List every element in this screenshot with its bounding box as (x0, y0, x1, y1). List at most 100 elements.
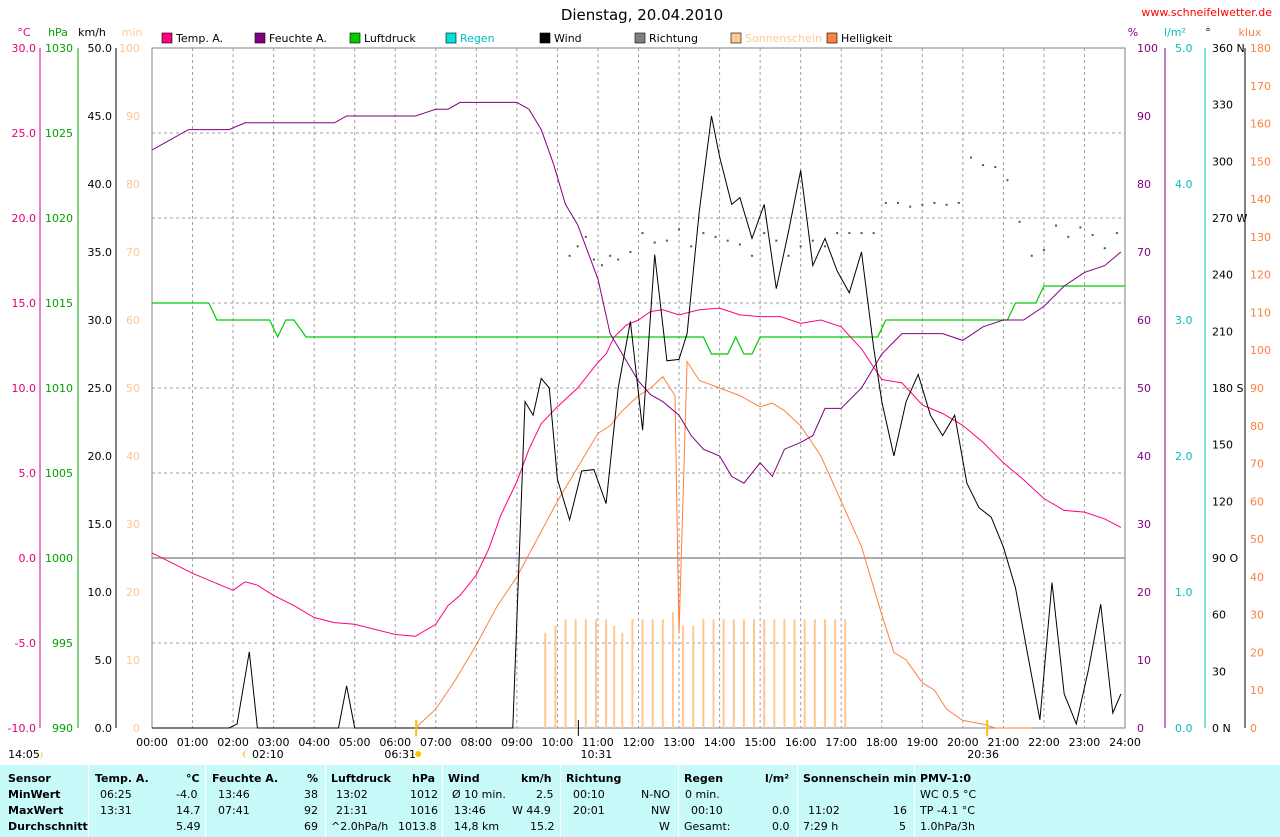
sunrise-time: 06:31 (384, 748, 416, 761)
x-tick-label: 02:00 (217, 736, 249, 749)
tick-wind: 10.0 (88, 586, 113, 599)
source-link[interactable]: www.schneifelwetter.de (1141, 6, 1272, 19)
direction-dot (787, 254, 790, 257)
direction-dot (678, 228, 681, 231)
axis-unit-dir: ° (1205, 26, 1211, 39)
direction-dot (933, 201, 936, 204)
tick-press: 1015 (45, 297, 73, 310)
legend-swatch-lux (826, 32, 838, 44)
legend-swatch-hum (254, 32, 266, 44)
tick-lux: 30 (1250, 609, 1264, 622)
tick-wind: 30.0 (88, 314, 113, 327)
tick-press: 1020 (45, 212, 73, 225)
stats-sun-total: 7:29 h (803, 820, 839, 833)
tick-lux: 20 (1250, 646, 1264, 659)
stats-press-header: Luftdruck (331, 772, 391, 785)
statistics-panel: Sensor Temp. A. °C Feuchte A. % Luftdruc… (0, 765, 1280, 837)
x-tick-label: 21:00 (988, 736, 1020, 749)
direction-dot (568, 254, 571, 257)
direction-dot (823, 245, 826, 248)
moonrise-time: 14:05 (8, 748, 40, 761)
x-tick-label: 08:00 (460, 736, 492, 749)
axis-units: °C hPa km/h min% l/m² ° klux (17, 26, 1262, 39)
direction-dot (702, 232, 705, 235)
direction-dot (1103, 247, 1106, 250)
direction-dot (609, 254, 612, 257)
legend-swatch-sun (730, 32, 742, 44)
stats-dir-header: Richtung (566, 772, 622, 785)
direction-dot (592, 258, 595, 261)
direction-dot (1115, 232, 1118, 235)
tick-hum: 90 (1137, 110, 1151, 123)
solar-noon-time: 10:31 (581, 748, 613, 761)
tick-hum: 40 (1137, 450, 1151, 463)
tick-sunmin: 70 (126, 246, 140, 259)
stats-press-unit: hPa (412, 772, 436, 785)
tick-lux: 120 (1250, 269, 1271, 282)
direction-dot (896, 201, 899, 204)
tick-sunmin: 80 (126, 178, 140, 191)
moon-icon (40, 751, 43, 759)
tick-sunmin: 0 (133, 722, 140, 735)
left-axes: 30.025.020.015.010.05.00.0-5.0-10.010301… (8, 42, 140, 735)
tick-temp: 30.0 (12, 42, 37, 55)
stats-avg-wind-distance: 14,8 km (454, 820, 500, 833)
tick-dir: 60 (1212, 609, 1226, 622)
direction-dot (1006, 179, 1009, 182)
series-press-line (152, 285, 1125, 355)
direction-dot (1055, 224, 1058, 227)
tick-wind: 20.0 (88, 450, 113, 463)
sunset-time: 20:36 (967, 748, 999, 761)
direction-dot (872, 232, 875, 235)
tick-wind: 45.0 (88, 110, 113, 123)
axis-unit-press: hPa (48, 26, 68, 39)
chart-title: Dienstag, 20.04.2010 (561, 6, 723, 24)
sun-icon (415, 751, 422, 757)
stats-max-dir-time: 20:01 (573, 804, 605, 817)
tick-temp: 5.0 (19, 467, 37, 480)
x-tick-label: 11:00 (582, 736, 614, 749)
tick-wind: 0.0 (95, 722, 113, 735)
tick-lux: 180 (1250, 42, 1271, 55)
series-temp-line (151, 307, 1122, 637)
tick-temp: 20.0 (12, 212, 37, 225)
direction-dot (584, 235, 587, 238)
tick-lux: 110 (1250, 306, 1271, 319)
legend-swatch-press (349, 32, 361, 44)
legend-label-lux: Helligkeit (841, 32, 893, 45)
stats-rain-unit: l/m² (765, 772, 790, 785)
tick-lux: 90 (1250, 382, 1264, 395)
tick-lux: 0 (1250, 722, 1257, 735)
legend-swatch-temp (161, 32, 173, 44)
legend-label-sun: Sonnenschein (745, 32, 822, 45)
series-layer (151, 101, 1125, 729)
tick-dir: 210 (1212, 325, 1233, 338)
direction-dot (836, 232, 839, 235)
stats-min-dir-time: 00:10 (573, 788, 605, 801)
direction-dot (714, 235, 717, 238)
legend-swatch-wind (539, 32, 551, 44)
axis-unit-temp: °C (17, 26, 31, 39)
tick-sunmin: 90 (126, 110, 140, 123)
tick-dir: 120 (1212, 495, 1233, 508)
x-tick-label: 17:00 (825, 736, 857, 749)
tick-temp: 25.0 (12, 127, 37, 140)
stats-min-hum-value: 38 (304, 788, 318, 801)
direction-dot (629, 251, 632, 253)
tick-temp: 10.0 (12, 382, 37, 395)
stats-max-sun-value: 16 (893, 804, 907, 817)
x-tick-label: 14:00 (704, 736, 736, 749)
legend-swatch-dir (634, 32, 646, 44)
stats-min-press-time: 13:02 (336, 788, 368, 801)
tick-press: 1030 (45, 42, 73, 55)
tick-sunmin: 40 (126, 450, 140, 463)
legend-label-hum: Feuchte A. (269, 32, 327, 45)
tick-rain: 4.0 (1175, 178, 1193, 191)
stats-rain-header: Regen (684, 772, 724, 785)
direction-dot (1042, 249, 1045, 252)
tick-dir: 0 N (1212, 722, 1231, 735)
stats-sensor-header: Sensor (8, 772, 51, 785)
tick-lux: 130 (1250, 231, 1271, 244)
tick-wind: 35.0 (88, 246, 113, 259)
weather-chart: Dienstag, 20.04.2010 www.schneifelwetter… (8, 6, 1273, 761)
